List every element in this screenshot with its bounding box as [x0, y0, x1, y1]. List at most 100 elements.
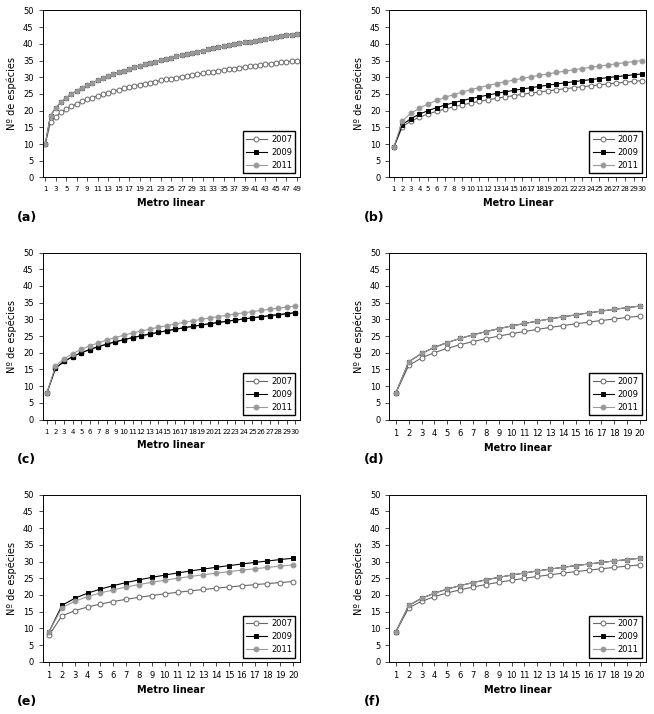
2011: [45, 628, 53, 636]
2009: [129, 333, 137, 342]
2009: [135, 575, 143, 584]
2011: [148, 578, 156, 587]
2011: [405, 358, 413, 366]
2007: [494, 332, 502, 341]
2011: [112, 333, 120, 342]
2007: [167, 74, 175, 83]
2009: [58, 601, 66, 610]
2009: [125, 65, 133, 74]
2011: [443, 585, 451, 593]
2009: [178, 51, 186, 59]
2007: [173, 74, 181, 82]
2011: [289, 560, 297, 569]
2011: [209, 44, 217, 53]
2007: [533, 572, 541, 580]
2009: [262, 34, 269, 43]
2011: [62, 94, 70, 102]
2011: [508, 570, 515, 579]
2011: [610, 557, 618, 565]
X-axis label: Metro linear: Metro linear: [137, 440, 205, 450]
2007: [94, 91, 101, 100]
2007: [598, 565, 606, 573]
2007: [638, 76, 646, 85]
2011: [293, 29, 301, 38]
2011: [458, 88, 466, 96]
2007: [415, 113, 423, 121]
2011: [292, 302, 300, 311]
2011: [167, 54, 175, 62]
2011: [415, 104, 423, 112]
2009: [546, 315, 554, 323]
2011: [122, 583, 130, 591]
2007: [251, 61, 259, 70]
2009: [519, 85, 526, 94]
2011: [272, 33, 280, 41]
2011: [585, 308, 593, 317]
2011: [587, 63, 594, 71]
Y-axis label: Nº de espécies: Nº de espécies: [7, 542, 18, 615]
2009: [256, 36, 264, 44]
Legend: 2007, 2009, 2011: 2007, 2009, 2011: [243, 373, 296, 416]
2007: [553, 86, 560, 94]
2009: [392, 388, 400, 397]
2007: [257, 313, 265, 321]
2011: [215, 43, 222, 51]
2007: [521, 574, 528, 583]
2009: [267, 34, 275, 42]
2011: [433, 96, 441, 105]
2007: [475, 97, 483, 106]
2007: [623, 313, 631, 322]
2007: [509, 91, 517, 100]
2007: [598, 316, 606, 325]
2009: [405, 358, 413, 366]
2009: [546, 565, 554, 573]
2007: [43, 388, 51, 397]
2007: [283, 309, 290, 318]
2011: [97, 588, 105, 597]
2009: [257, 313, 265, 321]
Line: 2011: 2011: [394, 303, 642, 396]
2009: [97, 585, 105, 593]
2011: [146, 325, 154, 333]
2009: [215, 318, 222, 327]
2007: [67, 102, 75, 111]
2007: [88, 94, 96, 102]
2011: [69, 349, 77, 358]
2009: [173, 52, 181, 61]
2009: [533, 317, 541, 326]
2007: [256, 61, 264, 69]
2011: [418, 349, 426, 358]
2009: [613, 72, 621, 81]
2009: [450, 99, 458, 107]
Y-axis label: Nº de espécies: Nº de espécies: [354, 542, 364, 615]
2009: [544, 81, 552, 89]
2009: [494, 573, 502, 582]
2009: [137, 331, 145, 340]
2007: [46, 119, 54, 127]
2009: [392, 628, 400, 636]
2011: [197, 315, 205, 323]
2011: [43, 388, 51, 397]
2011: [103, 336, 111, 344]
2007: [482, 334, 490, 343]
2009: [433, 104, 441, 112]
2007: [215, 66, 222, 75]
2011: [398, 116, 406, 125]
2009: [235, 39, 243, 48]
2011: [578, 64, 586, 73]
2011: [251, 36, 259, 45]
2009: [99, 74, 107, 83]
2007: [636, 560, 644, 569]
2007: [188, 322, 196, 331]
2009: [251, 36, 259, 45]
2011: [194, 47, 201, 56]
2007: [405, 361, 413, 370]
2007: [120, 84, 128, 93]
2011: [240, 308, 248, 317]
2007: [390, 143, 398, 151]
2009: [86, 346, 94, 354]
2009: [41, 140, 49, 149]
2009: [220, 42, 228, 51]
2011: [78, 84, 86, 92]
2007: [458, 101, 466, 109]
